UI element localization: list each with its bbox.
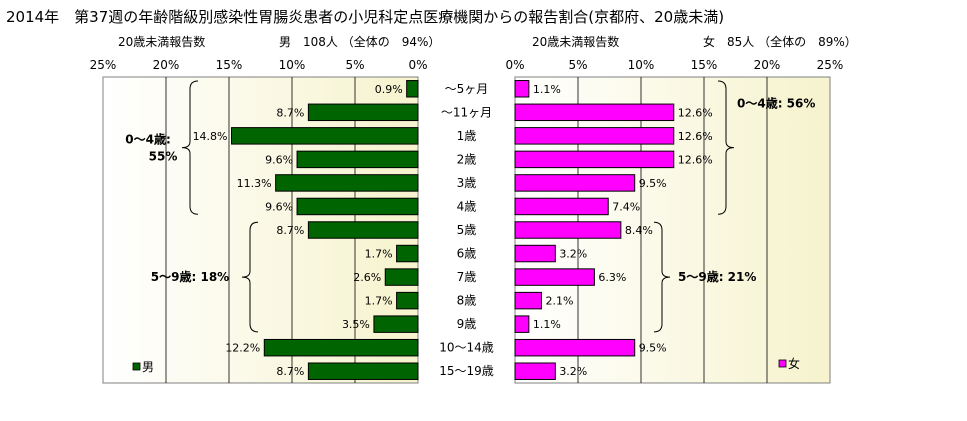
male-value-label: 2.6% <box>353 271 381 284</box>
female-value-label: 3.2% <box>559 365 587 378</box>
chart-title: 2014年 第37週の年齢階級別感染性胃腸炎患者の小児科定点医療機関からの報告割… <box>6 8 724 26</box>
male-bar <box>296 197 419 216</box>
female-value-label: 9.5% <box>639 342 667 355</box>
category-label: 8歳 <box>457 294 477 308</box>
female-bar <box>514 268 595 286</box>
male-group-value-0-4: 55% <box>149 150 178 164</box>
category-label: 1歳 <box>457 129 477 143</box>
male-bar <box>396 244 419 263</box>
male-group-label-0-4: 0～4歳: <box>125 132 171 147</box>
female-bar <box>514 197 609 216</box>
male-brace-5-9 <box>241 221 259 333</box>
male-bar <box>307 103 419 122</box>
female-value-label: 9.5% <box>639 177 667 190</box>
female-value-label: 6.3% <box>598 271 626 284</box>
female-value-label: 8.4% <box>625 224 653 237</box>
male-tick-label: 5% <box>345 58 364 72</box>
female-bar <box>514 244 556 263</box>
female-value-label: 1.1% <box>533 318 561 331</box>
female-bar <box>514 291 542 310</box>
female-value-label: 2.1% <box>545 295 573 308</box>
male-bar <box>384 268 419 286</box>
legend-female-swatch <box>778 359 787 368</box>
female-bar <box>514 362 556 380</box>
male-header-total: 男 108人 （全体の 94%） <box>279 34 440 49</box>
male-value-label: 3.5% <box>342 318 370 331</box>
male-value-label: 0.9% <box>375 83 403 96</box>
male-bar <box>296 150 419 169</box>
female-bar <box>514 103 675 122</box>
male-bar <box>307 221 419 239</box>
male-value-label: 1.7% <box>365 295 393 308</box>
male-tick-label: 20% <box>153 58 180 72</box>
female-tick-label: 5% <box>568 58 587 72</box>
male-bar <box>263 338 419 357</box>
female-tick-label: 10% <box>628 58 655 72</box>
legend-male-label: 男 <box>142 360 154 374</box>
male-value-label: 9.6% <box>265 153 293 166</box>
category-label: 4歳 <box>457 199 477 213</box>
female-brace-5-9 <box>653 221 671 333</box>
male-value-label: 8.7% <box>276 224 304 237</box>
category-label: 3歳 <box>457 176 477 190</box>
female-tick-label: 20% <box>754 58 781 72</box>
female-brace-0-4 <box>717 80 735 215</box>
male-value-label: 12.2% <box>225 342 260 355</box>
male-bar <box>396 291 419 310</box>
female-bar <box>514 315 530 333</box>
male-bar <box>275 174 419 192</box>
male-bar <box>373 315 419 333</box>
female-value-label: 3.2% <box>559 248 587 261</box>
category-label: 6歳 <box>457 247 477 261</box>
female-bar <box>514 174 636 192</box>
male-tick-label: 0% <box>408 58 427 72</box>
female-header-count-label: 20歳未満報告数 <box>532 34 619 49</box>
male-value-label: 14.8% <box>193 130 228 143</box>
male-brace-0-4 <box>181 80 199 215</box>
male-bar <box>307 362 419 380</box>
male-header-count-label: 20歳未満報告数 <box>118 34 205 49</box>
female-bar <box>514 80 530 98</box>
female-tick-label: 0% <box>505 58 524 72</box>
male-value-label: 8.7% <box>276 365 304 378</box>
male-bar <box>406 80 419 98</box>
male-group-label-5-9: 5～9歳: 18% <box>151 269 229 284</box>
category-label: 5歳 <box>457 223 477 237</box>
female-tick-label: 25% <box>817 58 844 72</box>
category-label: ～11ヶ月 <box>441 105 492 119</box>
male-value-label: 9.6% <box>265 200 293 213</box>
female-header-total: 女 85人 （全体の 89%） <box>703 34 857 49</box>
category-label: 15～19歳 <box>439 364 494 378</box>
category-label: 10～14歳 <box>439 341 494 355</box>
female-tick-label: 15% <box>691 58 718 72</box>
female-value-label: 12.6% <box>678 153 713 166</box>
legend-female-label: 女 <box>788 356 800 371</box>
male-value-label: 11.3% <box>237 177 272 190</box>
category-label: ～5ヶ月 <box>445 82 489 96</box>
female-bar <box>514 150 675 169</box>
female-value-label: 12.6% <box>678 106 713 119</box>
category-label: 9歳 <box>457 317 477 331</box>
male-tick-label: 10% <box>279 58 306 72</box>
female-bar <box>514 221 622 239</box>
female-value-label: 1.1% <box>533 83 561 96</box>
male-value-label: 8.7% <box>276 106 304 119</box>
female-bar <box>514 127 675 145</box>
male-tick-label: 25% <box>90 58 117 72</box>
male-value-label: 1.7% <box>365 248 393 261</box>
female-bar <box>514 338 636 357</box>
male-bar <box>231 127 419 145</box>
female-group-label-5-9: 5～9歳: 21% <box>678 269 756 284</box>
category-label: 2歳 <box>457 152 477 166</box>
category-label: 7歳 <box>457 270 477 284</box>
female-group-label-0-4: 0～4歳: 56% <box>737 96 815 111</box>
female-value-label: 7.4% <box>612 200 640 213</box>
male-tick-label: 15% <box>216 58 243 72</box>
female-value-label: 12.6% <box>678 130 713 143</box>
legend-male-swatch <box>132 362 141 371</box>
